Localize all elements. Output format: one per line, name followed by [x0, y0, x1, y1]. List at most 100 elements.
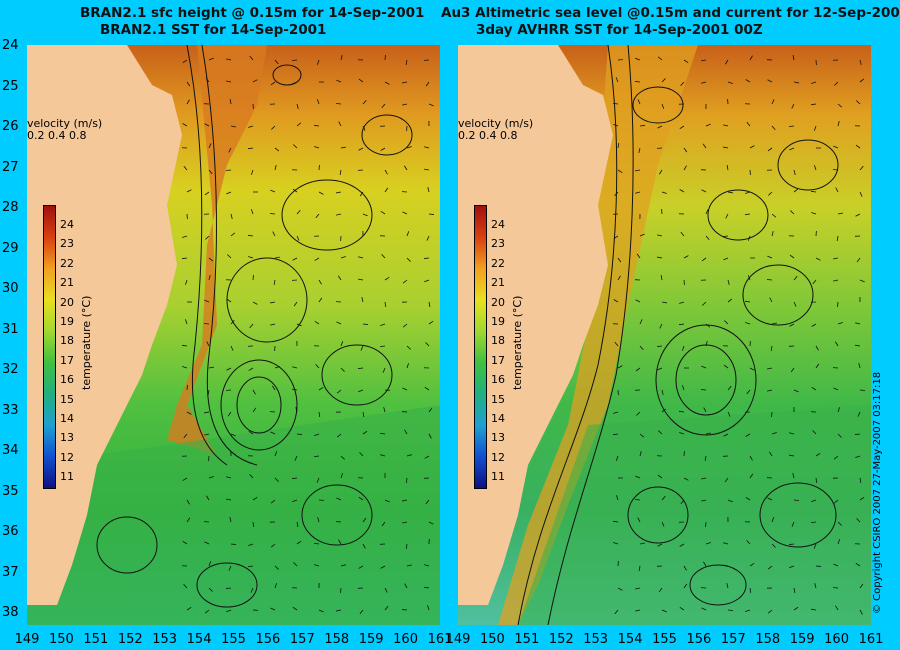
current-arrow — [228, 565, 232, 571]
current-arrow — [274, 366, 280, 369]
longitude-tick-label: 154 — [617, 632, 643, 647]
current-arrow — [314, 433, 320, 436]
current-arrow — [313, 542, 320, 545]
current-arrow — [793, 169, 796, 175]
right-colorbar — [474, 205, 487, 489]
current-arrow — [661, 78, 666, 83]
current-arrow — [383, 407, 386, 413]
current-arrow — [205, 495, 210, 501]
current-arrow — [746, 540, 751, 545]
current-arrows — [612, 55, 866, 615]
current-arrow — [428, 301, 431, 307]
longitude-tick-label: 155 — [652, 632, 677, 647]
current-arrow — [182, 235, 188, 238]
current-arrow — [703, 407, 707, 413]
current-arrow — [291, 477, 298, 479]
current-arrow — [767, 565, 773, 570]
current-arrow — [318, 297, 323, 303]
current-arrow — [273, 279, 276, 285]
latitude-tick-label: 33 — [2, 402, 19, 418]
current-arrow — [248, 125, 254, 128]
current-arrow — [638, 565, 641, 571]
current-arrow — [206, 341, 210, 347]
current-arrow — [657, 543, 663, 547]
current-arrow — [810, 521, 817, 523]
current-arrow — [837, 539, 840, 545]
colorbar-tick-label: 11 — [60, 470, 74, 484]
current-arrow — [680, 231, 685, 237]
current-arrow — [424, 564, 430, 567]
current-arrow — [362, 323, 369, 325]
current-arrow — [614, 191, 619, 196]
current-arrow — [230, 125, 236, 128]
current-arrow — [745, 322, 751, 325]
colorbar-tick-label: 14 — [491, 412, 505, 425]
current-arrow — [208, 561, 212, 567]
current-arrow — [812, 430, 817, 435]
current-arrow — [815, 345, 819, 351]
current-arrow — [745, 79, 751, 83]
current-arrow — [745, 496, 751, 501]
current-arrow — [725, 59, 729, 65]
current-arrow — [749, 455, 753, 461]
current-arrow — [701, 59, 707, 62]
current-arrow — [274, 451, 278, 457]
current-arrow — [702, 143, 707, 149]
current-arrow — [727, 279, 730, 285]
current-arrow — [406, 477, 408, 484]
colorbar-tick-label: 23 — [60, 237, 74, 251]
current-arrow — [296, 122, 302, 127]
current-arrow — [252, 301, 258, 305]
current-arrow — [815, 477, 818, 484]
right-title-line2: 3day AVHRR SST for 14-Sep-2001 00Z — [476, 22, 763, 38]
current-arrow — [361, 297, 364, 303]
current-arrow — [789, 254, 795, 259]
current-arrow — [357, 367, 364, 369]
longitude-tick-label: 157 — [289, 632, 315, 647]
current-arrow — [358, 565, 364, 569]
current-arrow — [727, 499, 733, 503]
current-arrow — [293, 562, 298, 567]
current-arrow — [384, 301, 387, 308]
current-arrow — [725, 213, 729, 219]
longitude-tick-label: 159 — [789, 632, 815, 647]
current-arrow — [185, 279, 188, 285]
current-arrow — [613, 124, 619, 127]
current-arrow — [228, 147, 232, 153]
current-arrow — [793, 389, 799, 393]
current-arrow — [230, 345, 234, 351]
current-arrow — [815, 363, 820, 369]
current-arrow — [636, 411, 641, 416]
current-arrow — [405, 59, 408, 65]
current-arrow — [637, 99, 641, 105]
current-arrow — [270, 189, 276, 193]
current-arrow — [859, 59, 862, 65]
current-arrow — [205, 235, 210, 240]
current-arrow — [406, 231, 410, 237]
latitude-tick-label: 36 — [2, 524, 19, 539]
current-arrow — [790, 210, 795, 215]
current-arrow — [381, 521, 386, 527]
current-arrow — [426, 235, 430, 241]
current-arrow — [635, 475, 641, 479]
current-arrow — [679, 543, 685, 547]
current-arrow — [296, 103, 299, 109]
current-arrow — [338, 121, 342, 127]
current-arrow — [679, 606, 685, 611]
current-arrow — [337, 275, 342, 281]
current-arrow — [318, 191, 324, 195]
longitude-tick-label: 161 — [858, 632, 884, 647]
current-arrow — [723, 364, 729, 369]
current-arrow — [635, 57, 641, 61]
current-arrow — [635, 299, 641, 303]
current-arrow — [184, 319, 188, 325]
current-arrow — [723, 124, 729, 127]
current-arrow — [384, 499, 390, 503]
current-arrow — [292, 499, 298, 503]
longitude-tick-label: 152 — [117, 632, 143, 647]
current-arrow — [639, 233, 645, 237]
longitude-tick-label: 151 — [83, 632, 109, 647]
current-arrow — [382, 367, 386, 373]
current-arrow — [767, 79, 773, 83]
current-arrow — [296, 540, 302, 545]
